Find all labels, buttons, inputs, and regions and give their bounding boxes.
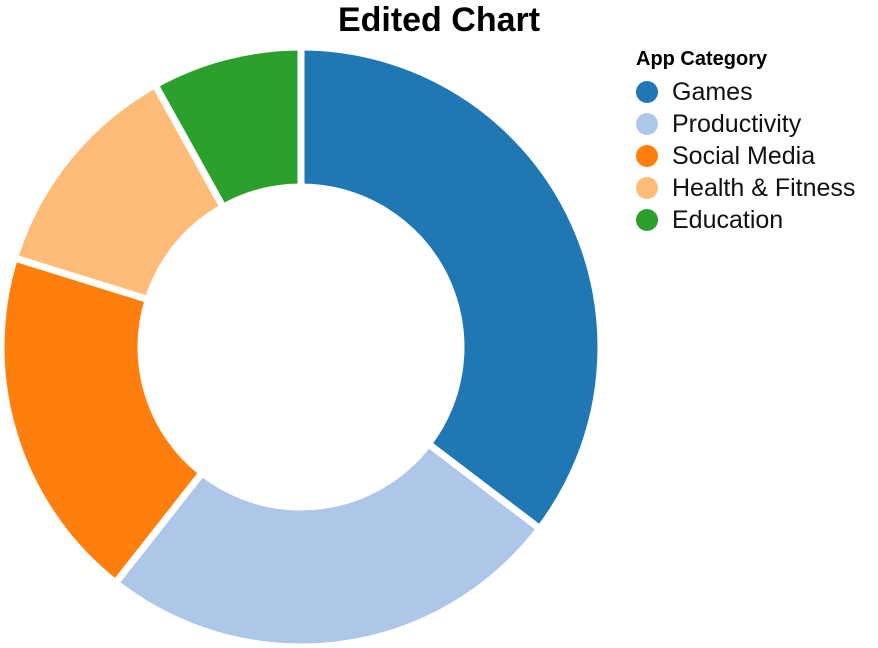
legend-marker-icon [636, 113, 658, 135]
legend-marker-icon [636, 145, 658, 167]
slice-productivity[interactable] [112, 440, 544, 648]
legend-label: Health & Fitness [672, 173, 856, 202]
legend-item-education[interactable]: Education [636, 204, 855, 236]
legend-label: Productivity [672, 109, 802, 138]
legend-item-social-media[interactable]: Social Media [636, 140, 855, 172]
legend: App Category Games Productivity Social Med… [636, 46, 855, 236]
chart-title: Edited Chart [337, 1, 541, 39]
slice-games[interactable] [297, 43, 605, 533]
legend-label: Games [672, 77, 753, 106]
legend-marker-icon [636, 209, 658, 231]
legend-title: App Category [636, 48, 768, 70]
donut-chart [0, 43, 605, 648]
legend-item-health-fitness[interactable]: Health & Fitness [636, 172, 855, 204]
legend-item-games[interactable]: Games [636, 76, 855, 108]
legend-marker-icon [636, 177, 658, 199]
slice-education[interactable] [151, 43, 305, 211]
legend-label: Education [672, 205, 784, 234]
legend-item-productivity[interactable]: Productivity [636, 108, 855, 140]
legend-marker-icon [636, 81, 658, 103]
legend-label: Social Media [672, 141, 816, 170]
slice-social-media[interactable] [0, 254, 206, 587]
legend-items: Games Productivity Social Media Health & Fi… [636, 76, 855, 236]
